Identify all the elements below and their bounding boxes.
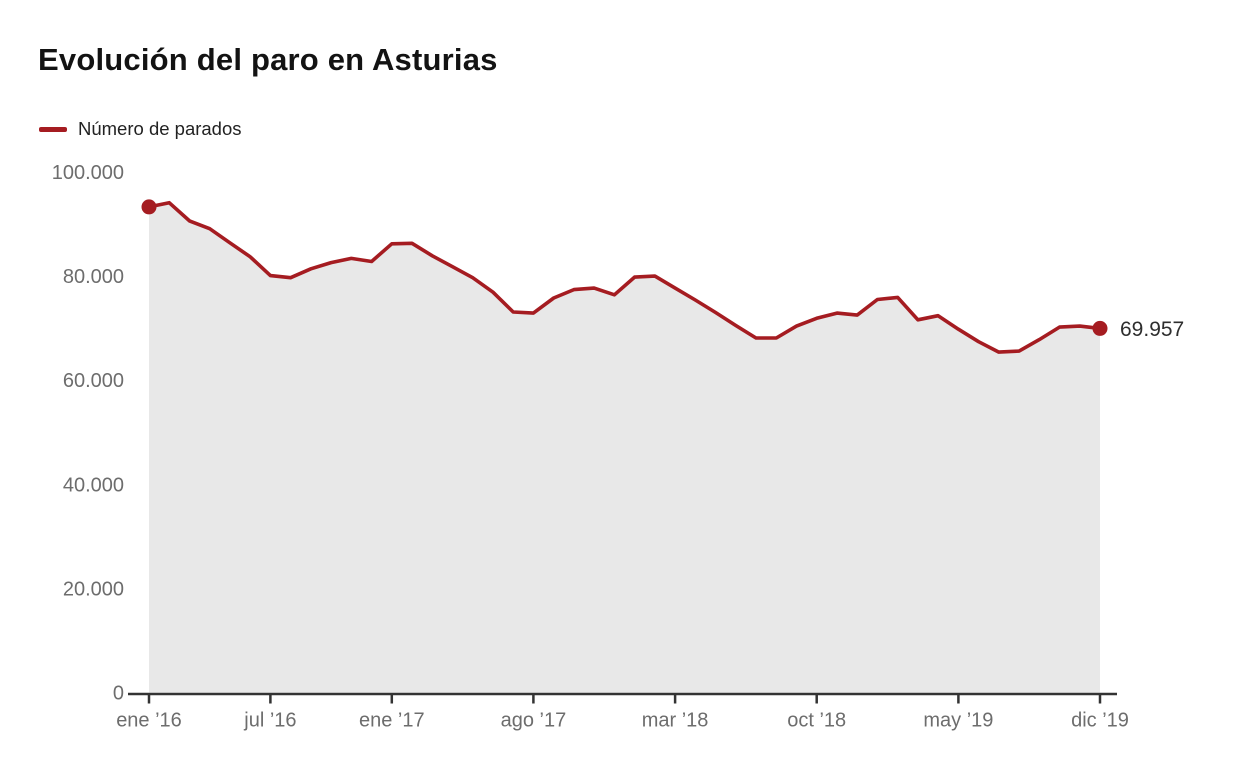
y-axis-tick-label: 0 (113, 683, 124, 705)
chart-title: Evolución del paro en Asturias (38, 42, 498, 77)
y-axis-tick-label: 100.000 (52, 162, 124, 184)
chart-legend: Número de parados (39, 118, 242, 140)
first-point-marker (141, 199, 157, 215)
x-axis-tick-label: may ’19 (923, 710, 993, 732)
y-axis-tick-label: 40.000 (63, 474, 124, 496)
series-area-fill (149, 202, 1100, 693)
x-axis-tick-label: ene ’17 (359, 710, 425, 732)
x-axis-tick-label: ene ’16 (116, 710, 182, 732)
last-point-marker (1092, 320, 1108, 336)
y-axis-tick-label: 80.000 (63, 266, 124, 288)
end-value-label: 69.957 (1120, 318, 1184, 341)
x-axis-tick-label: mar ’18 (642, 710, 709, 732)
x-axis-tick-label: oct ’18 (787, 710, 846, 732)
y-axis-tick-label: 60.000 (63, 370, 124, 392)
x-axis-tick-label: jul ’16 (243, 710, 296, 732)
y-axis-tick-label: 20.000 (63, 578, 124, 600)
x-axis-tick-label: ago ’17 (501, 710, 567, 732)
x-axis-tick-label: dic ’19 (1071, 710, 1129, 732)
legend-line-swatch (39, 126, 67, 132)
legend-label: Número de parados (78, 118, 242, 139)
series-line (147, 200, 1102, 354)
